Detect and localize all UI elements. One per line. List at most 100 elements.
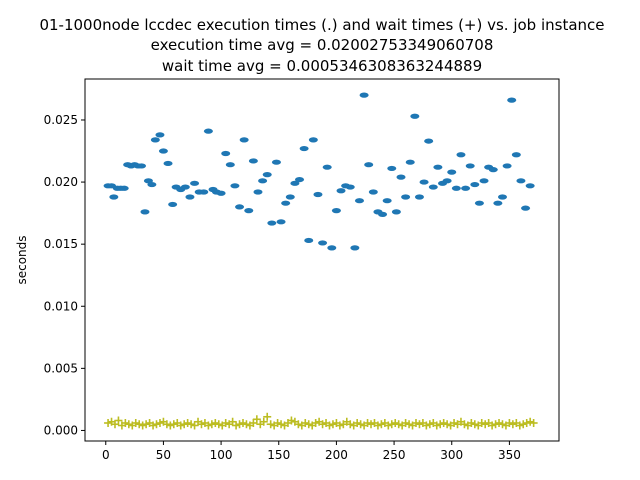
wait-point xyxy=(529,418,538,427)
execution-point xyxy=(405,159,415,165)
execution-point xyxy=(507,97,517,103)
execution-point xyxy=(525,183,535,189)
execution-point xyxy=(262,172,272,178)
y-tick-label: 0.025 xyxy=(44,113,78,127)
execution-point xyxy=(281,200,291,206)
plot-area xyxy=(84,78,560,442)
execution-point xyxy=(203,128,213,134)
execution-point xyxy=(185,194,195,200)
execution-point xyxy=(290,180,300,186)
execution-point xyxy=(253,189,263,195)
execution-point xyxy=(140,209,150,215)
execution-point xyxy=(359,92,369,98)
execution-point xyxy=(378,211,388,217)
execution-point xyxy=(414,194,424,200)
execution-point xyxy=(190,180,200,186)
execution-point xyxy=(410,113,420,119)
execution-times-series xyxy=(103,92,535,251)
execution-point xyxy=(267,220,277,226)
execution-point xyxy=(199,189,209,195)
execution-point xyxy=(391,209,401,215)
execution-point xyxy=(322,164,332,170)
x-tick-label: 300 xyxy=(440,448,463,462)
chart-title: 01-1000node lccdec execution times (.) a… xyxy=(39,16,604,75)
execution-point xyxy=(474,200,484,206)
execution-point xyxy=(456,152,466,158)
execution-point xyxy=(318,240,328,246)
execution-point xyxy=(479,178,489,184)
execution-point xyxy=(511,152,521,158)
x-tick-label: 150 xyxy=(267,448,290,462)
execution-point xyxy=(216,190,226,196)
x-tick-label: 350 xyxy=(498,448,521,462)
y-tick-label: 0.000 xyxy=(44,423,78,437)
execution-point xyxy=(244,208,254,214)
execution-point xyxy=(230,183,240,189)
execution-point xyxy=(248,158,258,164)
execution-point xyxy=(493,200,503,206)
execution-point xyxy=(350,245,360,251)
execution-point xyxy=(258,178,268,184)
execution-point xyxy=(225,162,235,168)
x-tick-label: 200 xyxy=(325,448,348,462)
wait-point xyxy=(114,416,123,425)
execution-point xyxy=(345,184,355,190)
wait-point xyxy=(259,417,268,426)
execution-point xyxy=(364,162,374,168)
y-tick-label: 0.015 xyxy=(44,237,78,251)
execution-point xyxy=(239,137,249,143)
execution-point xyxy=(285,194,295,200)
execution-point xyxy=(428,184,438,190)
execution-point xyxy=(497,194,507,200)
execution-point xyxy=(295,176,305,183)
title-line-1: 01-1000node lccdec execution times (.) a… xyxy=(39,16,604,34)
execution-point xyxy=(168,201,178,208)
y-axis-label: seconds xyxy=(15,235,29,284)
y-tick-label: 0.005 xyxy=(44,361,78,375)
execution-point xyxy=(119,185,129,191)
execution-point xyxy=(424,138,434,144)
execution-point xyxy=(147,181,157,188)
execution-point xyxy=(299,145,309,152)
x-axis: 0 50 100 150 200 250 300 350 xyxy=(102,441,521,462)
execution-point xyxy=(276,219,286,225)
execution-point xyxy=(396,174,406,180)
execution-point xyxy=(447,169,457,175)
execution-point xyxy=(304,237,314,244)
wait-point xyxy=(263,412,272,421)
execution-point xyxy=(419,179,429,185)
execution-point xyxy=(368,189,378,195)
execution-point xyxy=(470,181,480,188)
execution-point xyxy=(387,165,397,172)
execution-point xyxy=(336,188,346,194)
title-line-3: wait time avg = 0.0005346308363244889 xyxy=(162,57,482,75)
execution-point xyxy=(271,159,281,165)
execution-point xyxy=(451,185,461,191)
x-tick-label: 100 xyxy=(210,448,233,462)
execution-point xyxy=(158,148,168,154)
execution-point xyxy=(221,150,231,157)
execution-point xyxy=(235,204,245,210)
execution-point xyxy=(442,178,452,184)
execution-point xyxy=(433,164,443,170)
x-tick-label: 0 xyxy=(102,448,110,462)
execution-point xyxy=(354,198,364,204)
x-tick-label: 50 xyxy=(156,448,171,462)
execution-point xyxy=(308,137,318,143)
execution-point xyxy=(502,163,512,169)
y-tick-label: 0.020 xyxy=(44,175,78,189)
execution-point xyxy=(313,191,323,198)
execution-point xyxy=(327,245,337,251)
execution-point xyxy=(109,194,119,200)
wait-times-series xyxy=(104,412,538,430)
execution-point xyxy=(331,208,341,214)
execution-point xyxy=(155,132,165,138)
execution-point xyxy=(150,137,160,143)
execution-point xyxy=(465,163,475,169)
title-line-2: execution time avg = 0.02002753349060708 xyxy=(151,36,494,54)
execution-point xyxy=(461,185,471,191)
y-axis: 0.000 0.005 0.010 0.015 0.020 0.025 xyxy=(44,113,85,437)
execution-point xyxy=(516,178,526,184)
execution-point xyxy=(382,198,392,204)
